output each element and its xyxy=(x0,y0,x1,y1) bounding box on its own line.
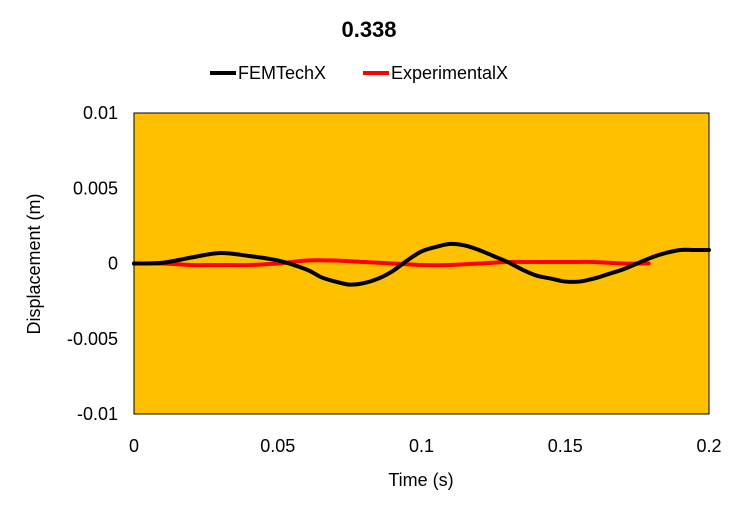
y-tick-label: 0.01 xyxy=(83,103,118,123)
y-tick-label: 0 xyxy=(108,254,118,274)
legend-label-femtechx: FEMTechX xyxy=(238,63,326,83)
x-axis-ticks: 0 0.05 0.1 0.15 0.2 xyxy=(129,436,722,456)
x-tick-label: 0.1 xyxy=(409,436,434,456)
x-tick-label: 0.05 xyxy=(260,436,295,456)
series-line-experimentalx xyxy=(132,258,651,268)
y-tick-label: 0.005 xyxy=(73,178,118,198)
y-tick-label: -0.01 xyxy=(77,404,118,424)
chart-title: 0.338 xyxy=(341,17,396,42)
y-axis-ticks: 0.01 0.005 0 -0.005 -0.01 xyxy=(67,103,118,424)
y-axis-label: Displacement (m) xyxy=(24,193,44,334)
series-line-femtechx xyxy=(132,241,711,287)
x-tick-label: 0.15 xyxy=(548,436,583,456)
series-layer xyxy=(132,241,711,287)
y-tick-label: -0.005 xyxy=(67,329,118,349)
x-tick-label: 0.2 xyxy=(696,436,721,456)
x-axis-label: Time (s) xyxy=(388,470,453,490)
legend: FEMTechX ExperimentalX xyxy=(210,63,508,83)
legend-label-experimentalx: ExperimentalX xyxy=(391,63,508,83)
x-tick-label: 0 xyxy=(129,436,139,456)
